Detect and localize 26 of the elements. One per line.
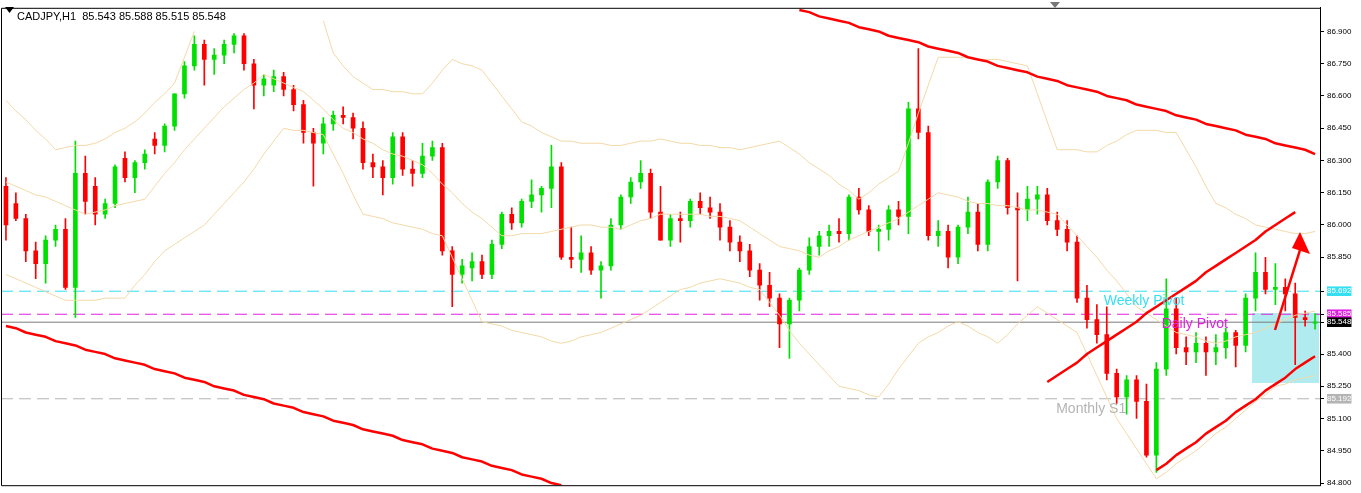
y-tick-label: 85.850 <box>1327 252 1353 262</box>
y-tick-label: 86.450 <box>1327 123 1353 133</box>
y-tick-label: 85.692 <box>1327 286 1353 296</box>
y-tick-label: 86.300 <box>1327 155 1353 165</box>
candlestick <box>568 226 574 269</box>
candlestick <box>876 224 882 252</box>
y-tick-label: 86.750 <box>1327 58 1353 68</box>
chart-title: CADJPY,H1 85.543 85.588 85.515 85.548 <box>17 9 226 22</box>
y-tick-label: 85.100 <box>1327 413 1353 423</box>
candlestick <box>1312 313 1318 330</box>
y-tick-label: 86.900 <box>1327 26 1353 36</box>
y-tick-label: 86.000 <box>1327 220 1353 230</box>
y-tick-label: 85.400 <box>1327 349 1353 359</box>
ref-line-label: Monthly S1 <box>1056 399 1127 416</box>
y-tick-label: 86.150 <box>1327 187 1353 197</box>
y-tick-label: 86.600 <box>1327 91 1353 101</box>
y-tick-label: 85.192 <box>1327 393 1353 403</box>
y-tick-label: 85.585 <box>1327 309 1353 319</box>
candlestick <box>211 48 217 75</box>
candlestick <box>340 106 346 125</box>
candlestick <box>836 218 842 243</box>
y-tick-label: 84.950 <box>1327 446 1353 455</box>
candlestick <box>935 220 941 247</box>
y-tick-label: 85.250 <box>1327 381 1353 391</box>
y-tick-label: 85.548 <box>1327 317 1353 327</box>
y-tick-label: 84.800 <box>1327 478 1353 488</box>
